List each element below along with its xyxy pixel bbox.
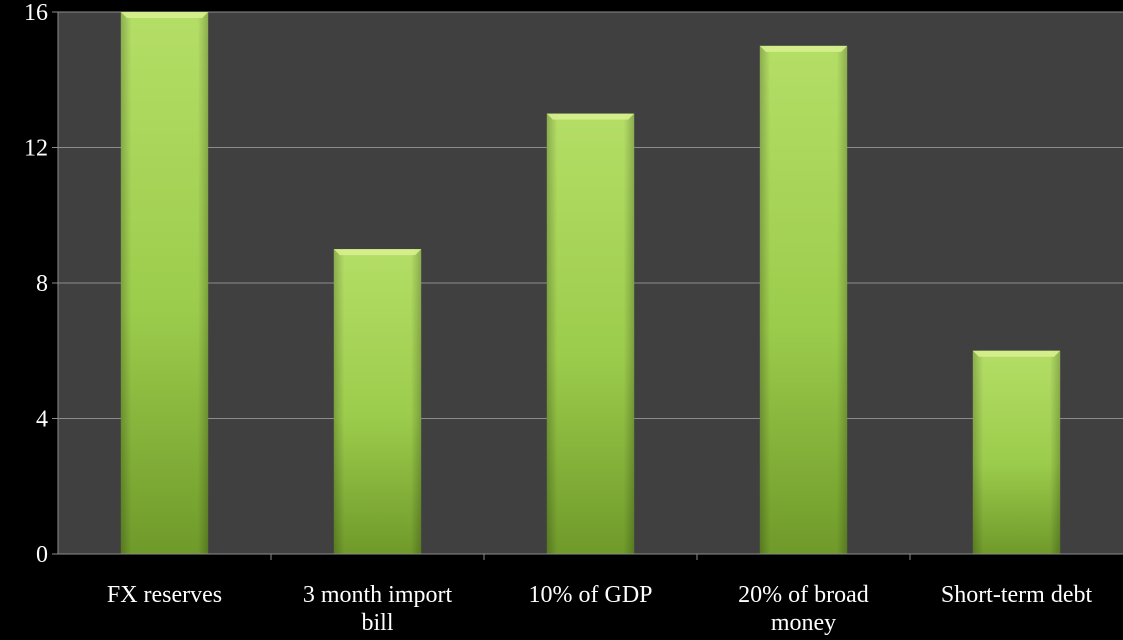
axes	[52, 11, 1123, 560]
bar-bevel	[972, 350, 1061, 357]
bar-shading	[546, 113, 635, 554]
bar-shading	[759, 45, 848, 554]
bar-shading	[120, 12, 209, 554]
bar-shading	[972, 350, 1061, 554]
bar	[759, 45, 848, 554]
bar-bevel	[546, 113, 635, 120]
bar	[333, 249, 422, 554]
y-tick-label: 12	[24, 136, 48, 162]
bar-bevel	[759, 45, 848, 52]
x-tick-label: 10% of GDP	[529, 582, 653, 608]
y-tick-label: 0	[36, 542, 48, 568]
y-tick-label: 16	[24, 0, 48, 26]
bar	[972, 350, 1061, 554]
x-tick-label: FX reserves	[107, 582, 222, 608]
x-tick-label: Short-term debt	[941, 582, 1093, 608]
bar-bevel	[333, 249, 422, 256]
bar	[120, 12, 209, 554]
y-tick-label: 4	[36, 407, 48, 433]
bar-shading	[333, 249, 422, 554]
x-tick-label: money	[771, 610, 836, 636]
bars	[120, 12, 1061, 554]
bar-bevel	[120, 12, 209, 18]
x-tick-label: bill	[361, 610, 393, 636]
x-tick-label: 3 month import	[303, 582, 453, 608]
bar	[546, 113, 635, 554]
x-tick-label: 20% of broad	[738, 582, 869, 608]
y-tick-label: 8	[36, 271, 48, 297]
